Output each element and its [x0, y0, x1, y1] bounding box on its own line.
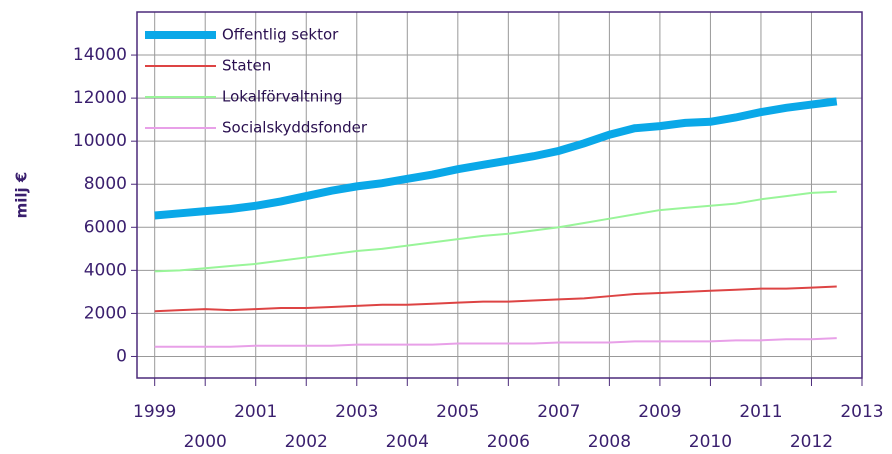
x-tick-label: 2007	[537, 402, 580, 422]
x-tick-label: 2010	[689, 432, 732, 452]
y-tick-label: 0	[116, 346, 127, 366]
plot-border	[136, 11, 863, 379]
x-tick-label: 2008	[588, 432, 631, 452]
y-tick-label: 10000	[73, 131, 127, 151]
x-tick-label: 2009	[638, 402, 681, 422]
x-tick-label: 2005	[436, 402, 479, 422]
x-tick-label: 2006	[487, 432, 530, 452]
y-tick-label: 6000	[84, 217, 127, 237]
y-tick-label: 8000	[84, 174, 127, 194]
y-tick-label: 4000	[84, 260, 127, 280]
x-tick-label: 2002	[285, 432, 328, 452]
x-tick-label: 2012	[790, 432, 833, 452]
legend-label: Staten	[222, 57, 271, 75]
series-line	[154, 337, 837, 348]
legend-label: Socialskyddsfonder	[222, 119, 368, 137]
y-tick-label: 14000	[73, 45, 127, 65]
y-axis-label: milj €	[13, 172, 31, 219]
legend-label: Offentlig sektor	[222, 26, 339, 44]
y-tick-label: 12000	[73, 88, 127, 108]
x-tick-label: 2000	[184, 432, 227, 452]
series-line	[154, 285, 837, 313]
x-tick-label: 2001	[234, 402, 277, 422]
x-tick-label: 2011	[739, 402, 782, 422]
x-tick-label: 2004	[386, 432, 429, 452]
y-tick-label: 2000	[84, 303, 127, 323]
x-tick-label: 1999	[133, 402, 176, 422]
plot-area	[137, 12, 862, 378]
x-tick-label: 2003	[335, 402, 378, 422]
x-tick-label: 2013	[840, 402, 883, 422]
series-line	[154, 97, 838, 220]
legend-label: Lokalförvaltning	[222, 88, 343, 106]
series-line	[154, 190, 837, 273]
